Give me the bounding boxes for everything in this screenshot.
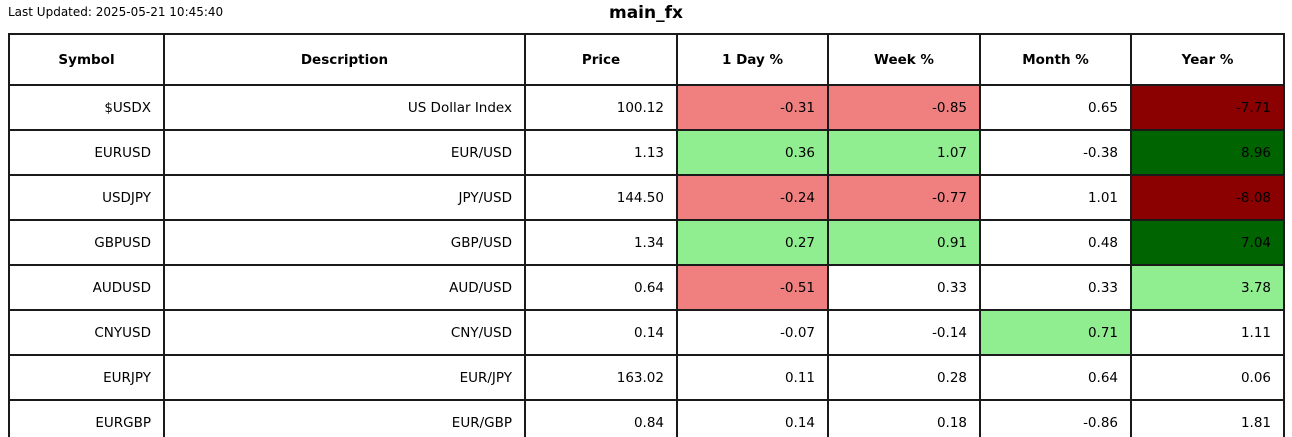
symbol-cell: USDJPY (8, 174, 165, 221)
table-row: EURUSD EUR/USD 1.13 0.36 1.07 -0.38 8.96 (8, 129, 1285, 176)
month-change-cell: 0.65 (979, 84, 1132, 131)
last-updated-timestamp: Last Updated: 2025-05-21 10:45:40 (8, 5, 224, 19)
month-change-cell: 0.33 (979, 264, 1132, 311)
month-change-cell: 0.48 (979, 219, 1132, 266)
table-row: AUDUSD AUD/USD 0.64 -0.51 0.33 0.33 3.78 (8, 264, 1285, 311)
day-change-cell: 0.27 (676, 219, 829, 266)
month-change-cell: -0.38 (979, 129, 1132, 176)
fx-table-body: $USDX US Dollar Index 100.12 -0.31 -0.85… (8, 84, 1285, 437)
year-change-cell: -7.71 (1130, 84, 1285, 131)
symbol-cell: GBPUSD (8, 219, 165, 266)
year-change-cell: 7.04 (1130, 219, 1285, 266)
table-row: CNYUSD CNY/USD 0.14 -0.07 -0.14 0.71 1.1… (8, 309, 1285, 356)
day-change-cell: -0.31 (676, 84, 829, 131)
year-change-cell: 8.96 (1130, 129, 1285, 176)
symbol-cell: EURUSD (8, 129, 165, 176)
header-row: Symbol Description Price 1 Day % Week % … (8, 33, 1285, 86)
symbol-cell: EURJPY (8, 354, 165, 401)
description-cell: GBP/USD (163, 219, 526, 266)
week-change-cell: -0.14 (827, 309, 981, 356)
table-row: EURGBP EUR/GBP 0.84 0.14 0.18 -0.86 1.81 (8, 399, 1285, 437)
year-change-cell: -8.08 (1130, 174, 1285, 221)
column-header-description: Description (163, 33, 526, 86)
day-change-cell: -0.07 (676, 309, 829, 356)
week-change-cell: 0.28 (827, 354, 981, 401)
fx-table-header: Symbol Description Price 1 Day % Week % … (8, 33, 1285, 86)
price-cell: 1.13 (524, 129, 678, 176)
price-cell: 0.84 (524, 399, 678, 437)
page-title: main_fx (609, 3, 683, 23)
symbol-cell: $USDX (8, 84, 165, 131)
year-change-cell: 3.78 (1130, 264, 1285, 311)
week-change-cell: 0.18 (827, 399, 981, 437)
description-cell: EUR/JPY (163, 354, 526, 401)
price-cell: 100.12 (524, 84, 678, 131)
week-change-cell: 0.91 (827, 219, 981, 266)
week-change-cell: -0.85 (827, 84, 981, 131)
table-row: USDJPY JPY/USD 144.50 -0.24 -0.77 1.01 -… (8, 174, 1285, 221)
week-change-cell: 1.07 (827, 129, 981, 176)
year-change-cell: 1.11 (1130, 309, 1285, 356)
week-change-cell: -0.77 (827, 174, 981, 221)
table-row: GBPUSD GBP/USD 1.34 0.27 0.91 0.48 7.04 (8, 219, 1285, 266)
price-cell: 0.14 (524, 309, 678, 356)
column-header-1day: 1 Day % (676, 33, 829, 86)
month-change-cell: -0.86 (979, 399, 1132, 437)
price-cell: 1.34 (524, 219, 678, 266)
year-change-cell: 0.06 (1130, 354, 1285, 401)
column-header-month: Month % (979, 33, 1132, 86)
month-change-cell: 0.64 (979, 354, 1132, 401)
day-change-cell: -0.51 (676, 264, 829, 311)
symbol-cell: EURGBP (8, 399, 165, 437)
year-change-cell: 1.81 (1130, 399, 1285, 437)
description-cell: US Dollar Index (163, 84, 526, 131)
day-change-cell: 0.14 (676, 399, 829, 437)
column-header-week: Week % (827, 33, 981, 86)
symbol-cell: CNYUSD (8, 309, 165, 356)
column-header-price: Price (524, 33, 678, 86)
price-cell: 144.50 (524, 174, 678, 221)
description-cell: CNY/USD (163, 309, 526, 356)
day-change-cell: 0.36 (676, 129, 829, 176)
description-cell: JPY/USD (163, 174, 526, 221)
symbol-cell: AUDUSD (8, 264, 165, 311)
price-cell: 0.64 (524, 264, 678, 311)
fx-table: Symbol Description Price 1 Day % Week % … (8, 33, 1285, 437)
price-cell: 163.02 (524, 354, 678, 401)
day-change-cell: -0.24 (676, 174, 829, 221)
column-header-symbol: Symbol (8, 33, 165, 86)
table-row: EURJPY EUR/JPY 163.02 0.11 0.28 0.64 0.0… (8, 354, 1285, 401)
column-header-year: Year % (1130, 33, 1285, 86)
month-change-cell: 1.01 (979, 174, 1132, 221)
month-change-cell: 0.71 (979, 309, 1132, 356)
table-row: $USDX US Dollar Index 100.12 -0.31 -0.85… (8, 84, 1285, 131)
description-cell: EUR/USD (163, 129, 526, 176)
description-cell: AUD/USD (163, 264, 526, 311)
week-change-cell: 0.33 (827, 264, 981, 311)
day-change-cell: 0.11 (676, 354, 829, 401)
description-cell: EUR/GBP (163, 399, 526, 437)
